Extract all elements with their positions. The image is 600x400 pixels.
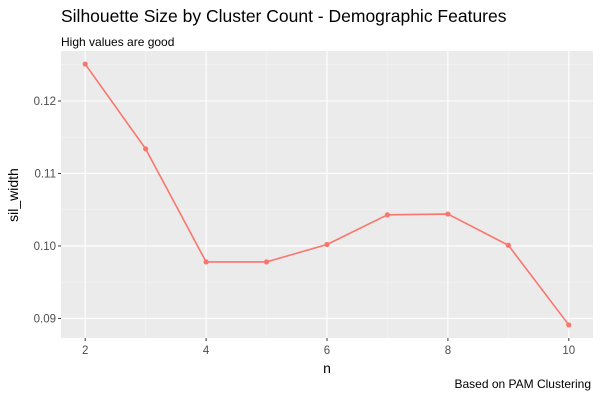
x-tick-label: 6 xyxy=(324,345,330,357)
data-point xyxy=(82,61,88,67)
data-point xyxy=(324,241,330,248)
data-point xyxy=(203,259,209,265)
y-tick-label: 0.10 xyxy=(34,241,56,253)
y-tick-label: 0.09 xyxy=(34,313,56,325)
x-tick-label: 10 xyxy=(562,345,575,357)
axis-ticks xyxy=(58,100,570,341)
data-point xyxy=(143,146,149,152)
y-tick-label: 0.12 xyxy=(34,96,56,108)
tick-labels: 2 4 6 8 10 0.09 0.10 0.11 0.12 xyxy=(34,96,576,357)
chart-title: Silhouette Size by Cluster Count - Demog… xyxy=(61,6,507,26)
data-point xyxy=(263,259,270,265)
x-tick-label: 4 xyxy=(203,345,210,357)
data-point xyxy=(566,322,572,328)
y-axis-title: sil_width xyxy=(5,168,21,222)
x-tick-label: 2 xyxy=(82,345,88,357)
x-tick-label: 8 xyxy=(445,345,451,357)
chart-caption: Based on PAM Clustering xyxy=(454,377,591,391)
data-point xyxy=(505,242,511,248)
grid-major-lines xyxy=(61,51,593,338)
data-point xyxy=(384,212,391,218)
series-layer xyxy=(82,61,572,328)
x-axis-title: n xyxy=(323,360,331,376)
y-tick-label: 0.11 xyxy=(34,168,56,180)
data-point xyxy=(445,211,451,217)
chart-subtitle: High values are good xyxy=(61,35,175,49)
